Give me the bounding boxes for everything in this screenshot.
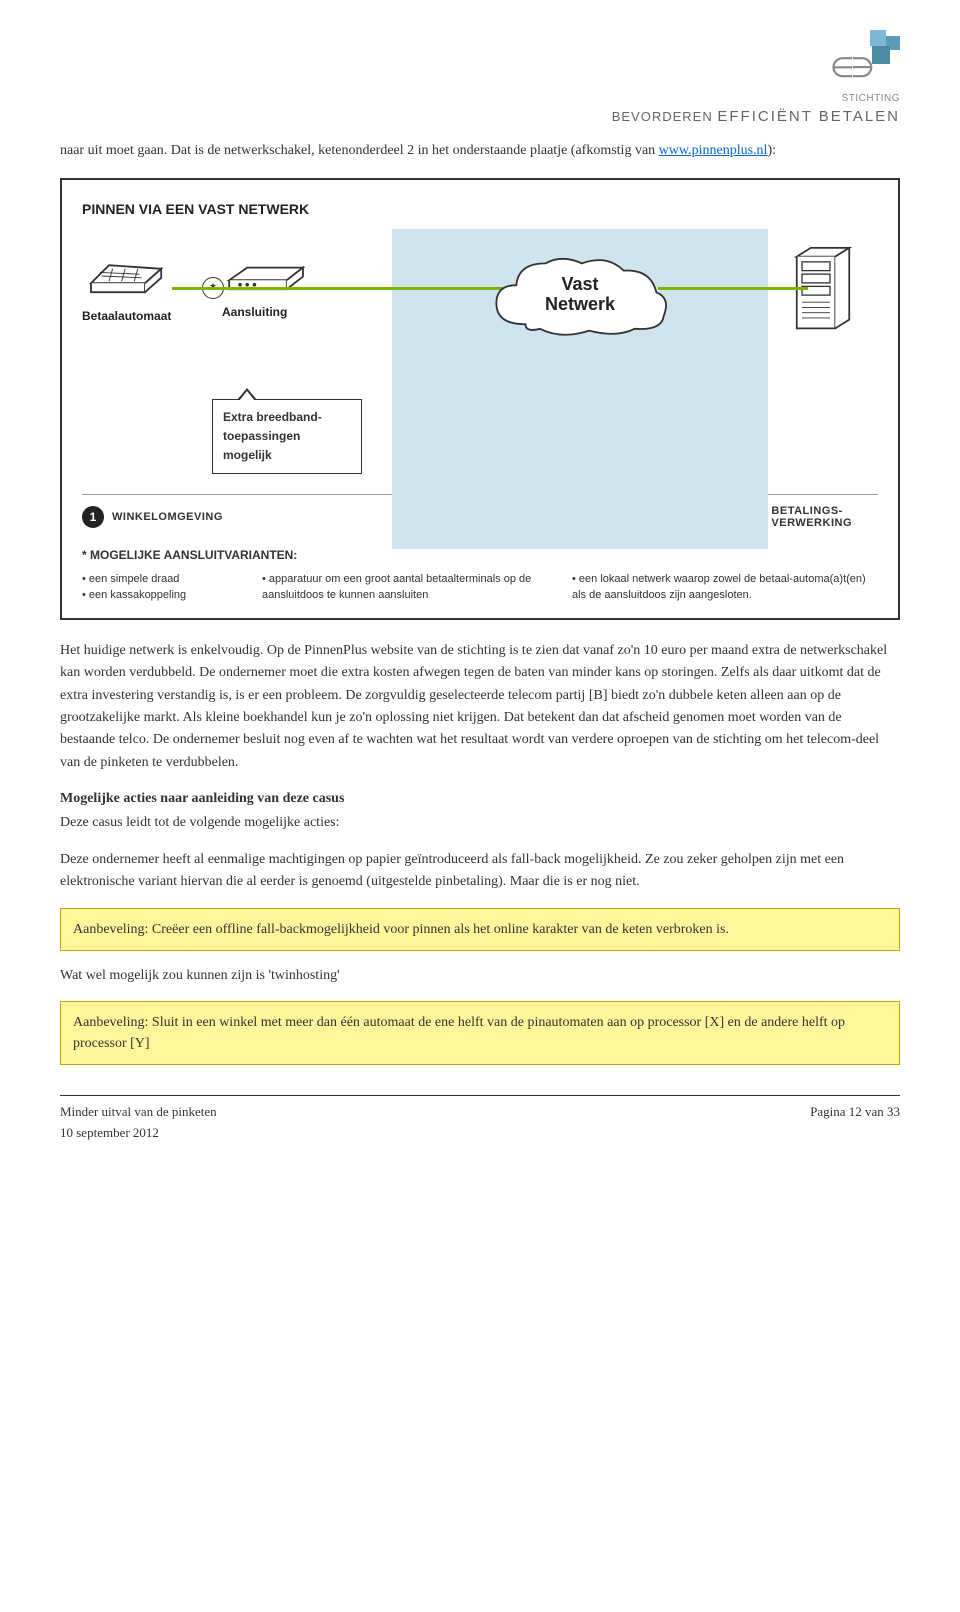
section-number-icon: 1 [82,506,104,528]
terminal-label: Betaalautomaat [82,307,222,326]
network-diagram: PINNEN VIA EEN VAST NETWERK [60,178,900,619]
variants-col-1: een simpele draad een kassakoppeling [82,571,232,604]
variant-item: apparatuur om een groot aantal betaalter… [262,571,542,604]
terminal-icon [82,249,172,299]
footer-left: Minder uitval van de pinketen 10 septemb… [60,1102,217,1144]
diagram-col-terminal: Betaalautomaat [82,239,222,326]
intro-text-before: naar uit moet gaan. Dat is de netwerksch… [60,143,659,158]
diagram-col-connection: Aansluiting [222,239,392,322]
diagram-row: Betaalautomaat * Aanslui [82,239,878,369]
variants-row: een simpele draad een kassakoppeling app… [82,571,878,604]
footer-doc-title: Minder uitval van de pinketen [60,1104,217,1119]
variant-item: een simpele draad [82,571,232,588]
logo-text-bevorderen: BEVORDEREN [612,109,713,124]
logo-text-efficient: EFFICIËNT BETALEN [717,108,900,125]
logo-square-icon [870,30,886,46]
body-content: naar uit moet gaan. Dat is de netwerksch… [60,140,900,1144]
actions-heading: Mogelijke acties naar aanleiding van dez… [60,788,900,810]
intro-text-after: ): [767,143,776,158]
variant-item: een lokaal netwerk waarop zowel de betaa… [572,571,878,604]
connection-label: Aansluiting [222,303,392,322]
variants-col-3: een lokaal netwerk waarop zowel de betaa… [572,571,878,604]
cloud-label-l2: Netwerk [545,294,615,314]
paragraph-actions-intro: Deze casus leidt tot de volgende mogelij… [60,812,900,834]
footer-page-number: Pagina 12 van 33 [810,1102,900,1144]
paragraph-fallback: Deze ondernemer heeft al eenmalige macht… [60,849,900,894]
document-page: ∈∋ STICHTING BEVORDEREN EFFICIËNT BETALE… [0,0,960,1164]
recommendation-2: Aanbeveling: Sluit in een winkel met mee… [60,1001,900,1065]
logo-square-icon [872,46,890,64]
header-logo: ∈∋ STICHTING BEVORDEREN EFFICIËNT BETALE… [612,30,900,129]
variant-item: een kassakoppeling [82,587,232,604]
footer-date: 10 september 2012 [60,1125,159,1140]
logo-text-line1: STICHTING [612,91,900,106]
diagram-title: PINNEN VIA EEN VAST NETWERK [82,198,878,220]
recommendation-1: Aanbeveling: Creëer een offline fall-bac… [60,908,900,951]
paragraph-main: Het huidige netwerk is enkelvoudig. Op d… [60,640,900,774]
logo-text-line2: BEVORDEREN EFFICIËNT BETALEN [612,106,900,129]
paragraph-twinhosting: Wat wel mogelijk zou kunnen zijn is 'twi… [60,965,900,987]
section-1-label: WINKELOMGEVING [112,509,223,527]
connector-line [658,287,808,290]
cloud-label-l1: Vast [561,274,598,294]
extra-broadband-box: Extra breedband-toepassingen mogelijk [212,399,362,475]
section-1: 1 WINKELOMGEVING [82,506,402,528]
diagram-col-cloud: Vast Netwerk [392,239,768,347]
variants-col-2: apparatuur om een groot aantal betaalter… [262,571,542,604]
logo-icon: ∈∋ [830,30,900,80]
page-footer: Minder uitval van de pinketen 10 septemb… [60,1095,900,1144]
section-3-label: BETALINGS-VERWERKING [771,505,878,529]
logo-bracket-icon: ∈∋ [830,48,871,90]
cloud-label: Vast Netwerk [545,275,615,315]
intro-paragraph: naar uit moet gaan. Dat is de netwerksch… [60,140,900,162]
pinnenplus-link[interactable]: www.pinnenplus.nl [659,143,768,158]
